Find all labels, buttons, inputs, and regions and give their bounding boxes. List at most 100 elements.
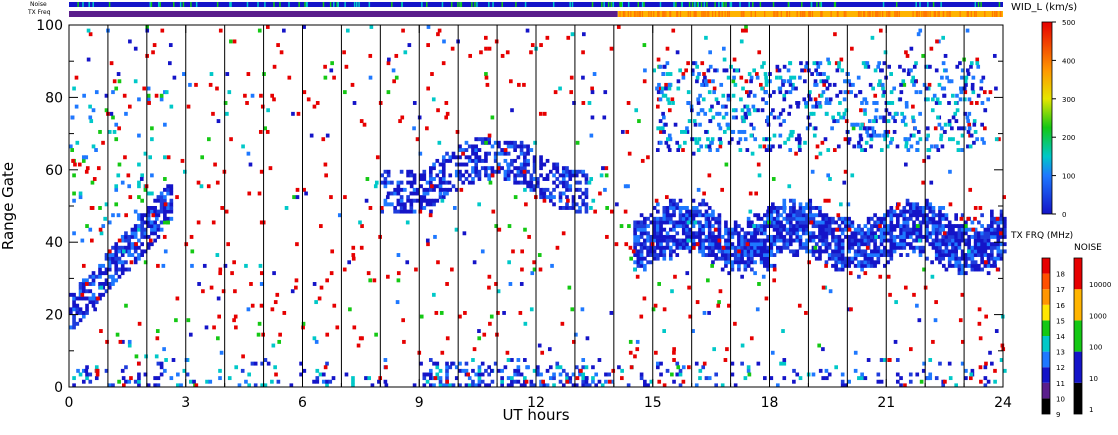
echo-pixel: [448, 187, 453, 192]
echo-pixel: [941, 216, 946, 221]
echo-pixel: [258, 129, 263, 134]
echo-pixel: [133, 231, 138, 236]
echo-pixel: [719, 140, 723, 145]
echo-pixel: [156, 227, 161, 232]
echo-pixel: [805, 220, 809, 225]
noise-bar-tick: [759, 2, 762, 7]
echo-pixel: [107, 267, 112, 272]
echo-pixel: [969, 372, 974, 377]
noise-bar-tick: [895, 2, 898, 7]
echo-pixel: [416, 191, 420, 196]
echo-pixel: [850, 260, 855, 265]
txfreq-bar-tick: [863, 11, 865, 17]
noise-bar-tick: [337, 2, 339, 7]
echo-pixel: [668, 216, 673, 221]
echo-pixel: [999, 209, 1004, 214]
echo-pixel: [777, 144, 782, 149]
echo-pixel: [399, 202, 404, 207]
echo-pixel: [223, 263, 228, 268]
echo-pixel: [660, 86, 665, 91]
echo-pixel: [996, 242, 1001, 247]
echo-pixel: [114, 187, 119, 192]
echo-pixel: [739, 39, 744, 44]
echo-pixel: [853, 122, 858, 127]
echo-pixel: [908, 245, 913, 250]
txfreq-bar-tick: [836, 11, 838, 17]
echo-pixel: [636, 238, 641, 243]
txfreq-bar-tick: [959, 11, 961, 17]
echo-pixel: [724, 224, 728, 229]
echo-pixel: [672, 209, 676, 214]
echo-pixel: [163, 368, 167, 373]
echo-pixel: [827, 242, 832, 247]
echo-pixel: [666, 97, 670, 102]
echo-pixel: [756, 242, 761, 247]
echo-pixel: [698, 245, 702, 250]
echo-pixel: [467, 383, 472, 388]
echo-pixel: [146, 191, 151, 196]
echo-pixel: [686, 238, 691, 243]
echo-pixel: [941, 213, 946, 218]
txfreq-bar-tick: [639, 11, 641, 17]
echo-pixel: [983, 376, 988, 381]
echo-pixel: [101, 285, 106, 290]
echo-pixel: [818, 224, 822, 229]
echo-pixel: [707, 376, 712, 381]
echo-pixel: [390, 180, 394, 185]
echo-pixel: [872, 119, 876, 124]
echo-pixel: [659, 249, 663, 254]
echo-pixel: [779, 245, 783, 250]
echo-pixel: [331, 376, 336, 381]
echo-pixel: [994, 137, 999, 142]
echo-pixel: [438, 376, 443, 381]
echo-pixel: [124, 238, 128, 243]
echo-pixel: [519, 162, 524, 167]
echo-pixel: [863, 224, 868, 229]
echo-pixel: [954, 231, 958, 236]
echo-pixel: [764, 79, 769, 84]
echo-pixel: [818, 256, 822, 261]
echo-pixel: [772, 227, 777, 232]
noise-colorbar-segment: [1074, 289, 1082, 321]
echo-pixel: [542, 191, 547, 196]
echo-pixel: [957, 245, 962, 250]
echo-pixel: [992, 53, 997, 58]
noise-bar-tick: [641, 2, 644, 7]
echo-pixel: [107, 220, 112, 225]
echo-pixel: [399, 187, 404, 192]
echo-pixel: [440, 350, 445, 355]
echo-pixel: [983, 238, 988, 243]
echo-pixel: [140, 242, 144, 247]
echo-pixel: [513, 148, 517, 152]
echo-pixel: [788, 249, 793, 254]
echo-pixel: [396, 184, 401, 189]
echo-pixel: [642, 43, 647, 48]
echo-pixel: [922, 82, 927, 87]
echo-pixel: [844, 234, 848, 239]
echo-pixel: [130, 242, 135, 247]
x-tick-label: 15: [644, 395, 662, 411]
noise-bar-tick: [569, 2, 571, 7]
echo-pixel: [858, 90, 863, 95]
echo-pixel: [260, 361, 264, 366]
echo-pixel: [870, 256, 874, 261]
echo-pixel: [724, 227, 728, 232]
echo-pixel: [678, 368, 683, 373]
echo-pixel: [445, 336, 450, 341]
echo-pixel: [488, 180, 493, 185]
echo-pixel: [601, 166, 605, 171]
echo-pixel: [133, 379, 138, 384]
echo-pixel: [636, 224, 641, 229]
echo-pixel: [902, 213, 907, 218]
echo-pixel: [967, 249, 971, 254]
echo-pixel: [658, 97, 663, 102]
echo-pixel: [929, 46, 934, 51]
echo-pixel: [412, 177, 417, 181]
echo-pixel: [711, 224, 715, 229]
echo-pixel: [908, 209, 913, 214]
echo-pixel: [735, 68, 739, 73]
echo-pixel: [464, 177, 469, 181]
echo-pixel: [844, 224, 848, 229]
echo-pixel: [295, 187, 300, 192]
noise-bar-tick: [700, 2, 703, 7]
